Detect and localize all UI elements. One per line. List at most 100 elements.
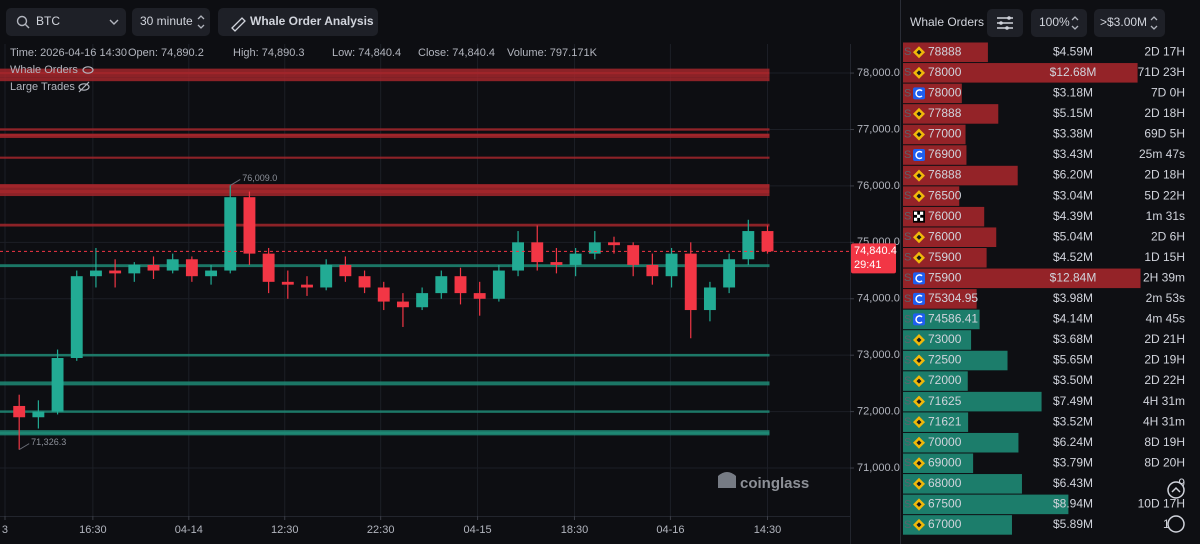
venue-icon-mark <box>916 70 922 76</box>
last-price-tag <box>851 243 896 274</box>
layer-name[interactable]: Whale Orders <box>10 64 78 76</box>
row-size: $4.39M <box>1053 209 1093 223</box>
zoom-box[interactable] <box>1031 9 1087 37</box>
candle-body <box>627 245 640 265</box>
row-tag: S <box>904 108 911 120</box>
row-age: 4H 31m <box>1143 414 1185 428</box>
ohlc-volume: Volume: 797.171K <box>507 47 598 59</box>
y-tick-label: 71,000.0 <box>857 462 900 474</box>
search-icon-handle <box>25 24 30 29</box>
interval-box[interactable] <box>132 8 210 36</box>
whale-band <box>0 381 770 386</box>
venue-icon-mark <box>916 111 922 117</box>
size-bar <box>903 494 1069 515</box>
candle-body <box>13 405 26 418</box>
eye-icon[interactable] <box>82 66 94 74</box>
row-size: $6.20M <box>1053 168 1093 182</box>
candle-body <box>224 197 237 271</box>
ohlc-high: High: 74,890.3 <box>233 47 305 59</box>
candle-body <box>128 264 141 274</box>
row-price: 70000 <box>928 435 962 449</box>
ruler-icon <box>231 17 246 32</box>
annotation-label: 71,326.3 <box>31 437 66 447</box>
row-size: $12.84M <box>1050 270 1097 284</box>
eye-off-icon[interactable] <box>78 83 90 91</box>
zoom-select[interactable]: 100% <box>1031 9 1087 37</box>
scroll-button[interactable] <box>1167 481 1185 533</box>
candle-body <box>435 276 448 294</box>
x-tick-label: 18:30 <box>561 524 589 536</box>
row-size: $4.59M <box>1053 44 1093 58</box>
row-tag: S <box>904 416 911 428</box>
filter-knob <box>1007 16 1011 20</box>
size-bar <box>903 515 1012 535</box>
updown-chevron <box>1071 16 1079 30</box>
min-size-text: >$3.00M <box>1100 15 1147 29</box>
candle-body <box>684 253 697 311</box>
row-price: 78000 <box>928 86 962 100</box>
row-tag: S <box>904 313 911 325</box>
row-tag: S <box>904 293 911 305</box>
venue-icon-mark <box>914 211 918 215</box>
x-tick-label: 3 <box>2 524 8 536</box>
candle-body <box>358 276 371 288</box>
analysis-text: Whale Order Analysis <box>250 14 374 28</box>
min-size-select[interactable]: >$3.00M <box>1094 9 1165 37</box>
row-age: 2D 22H <box>1144 373 1185 387</box>
row-price: 75900 <box>928 250 962 264</box>
zoom-text: 100% <box>1039 15 1070 29</box>
candle-body <box>608 242 620 246</box>
row-price: 67500 <box>928 497 962 511</box>
row-tag: S <box>904 46 911 58</box>
interval-select[interactable]: 30 minute <box>132 8 210 36</box>
layer-toggle[interactable]: Whale Orders <box>10 64 94 76</box>
row-age: 4H 31m <box>1143 394 1185 408</box>
whale-band <box>0 431 770 435</box>
candle-body <box>262 253 275 282</box>
row-size: $4.14M <box>1053 312 1093 326</box>
row-tag: S <box>904 231 911 243</box>
order-rows: S 78888 $4.59M 2D 17H S 78000 $12.68M 71D 23H S 7… <box>903 42 1185 535</box>
y-tick-label: 73,000.0 <box>857 349 900 361</box>
symbol-box[interactable] <box>6 8 126 36</box>
venue-icon-mark <box>916 234 922 240</box>
layer-name[interactable]: Large Trades <box>10 81 75 93</box>
annotation-leader <box>229 178 241 186</box>
analysis-box[interactable] <box>218 8 378 36</box>
ohlc-time: Time: 2026-04-16 14:30 <box>10 47 127 59</box>
candle-body <box>396 301 409 308</box>
size-bar <box>903 268 1141 289</box>
row-price: 68000 <box>928 476 962 490</box>
row-tag: S <box>904 375 911 387</box>
row-price: 72000 <box>928 373 962 387</box>
size-bar <box>903 165 1018 186</box>
symbol-search[interactable]: BTC <box>6 8 126 36</box>
min-size-box[interactable] <box>1094 9 1165 37</box>
row-price: 72500 <box>928 353 962 367</box>
whale-band <box>0 77 770 82</box>
layer-toggle[interactable]: Large Trades <box>10 81 90 93</box>
row-tag: S <box>904 169 911 181</box>
row-price: 74586.41 <box>928 312 978 326</box>
x-tick-label: 04-14 <box>175 524 203 536</box>
row-tag: S <box>904 498 911 510</box>
updown-chevron <box>197 15 205 29</box>
venue-icon-mark <box>916 337 922 343</box>
row-tag: S <box>904 190 911 202</box>
scroll-icon[interactable] <box>1167 481 1185 499</box>
scroll-arrow <box>1171 486 1181 493</box>
analysis-button[interactable]: Whale Order Analysis <box>218 8 378 36</box>
whale-band <box>0 133 770 138</box>
filter-button[interactable] <box>987 9 1023 37</box>
row-price: 76000 <box>928 209 962 223</box>
row-price: 75900 <box>928 270 962 284</box>
venue-icon-mark <box>915 274 923 283</box>
scroll-icon[interactable] <box>1167 515 1185 533</box>
row-age: 1D 15H <box>1144 250 1185 264</box>
venue-icon-mark <box>916 358 922 364</box>
whale-band <box>0 187 770 197</box>
panel-title: Whale Orders <box>910 15 984 29</box>
row-price: 71625 <box>928 394 962 408</box>
row-size: $3.18M <box>1053 86 1093 100</box>
